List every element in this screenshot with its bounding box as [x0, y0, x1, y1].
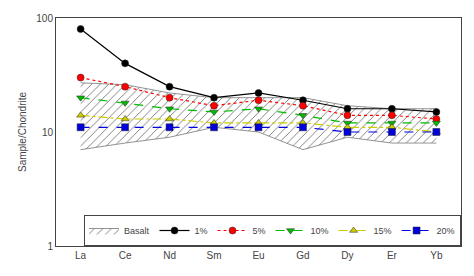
svg-text:1: 1 — [47, 241, 53, 252]
svg-text:10: 10 — [42, 127, 54, 138]
svg-text:Dy: Dy — [341, 250, 353, 261]
svg-text:5%: 5% — [253, 226, 266, 236]
svg-text:Sample/Chondrite: Sample/Chondrite — [17, 92, 28, 172]
svg-text:Gd: Gd — [296, 250, 309, 261]
svg-text:La: La — [75, 250, 87, 261]
svg-text:10%: 10% — [311, 226, 329, 236]
svg-text:20%: 20% — [437, 226, 455, 236]
svg-text:Eu: Eu — [252, 250, 264, 261]
svg-text:Sm: Sm — [207, 250, 222, 261]
svg-text:1%: 1% — [195, 226, 208, 236]
svg-text:100: 100 — [36, 13, 53, 24]
svg-text:Ce: Ce — [119, 250, 132, 261]
svg-text:Basalt: Basalt — [124, 226, 150, 236]
svg-text:Yb: Yb — [430, 250, 443, 261]
svg-text:Nd: Nd — [163, 250, 176, 261]
svg-text:Er: Er — [387, 250, 398, 261]
svg-text:15%: 15% — [374, 226, 392, 236]
